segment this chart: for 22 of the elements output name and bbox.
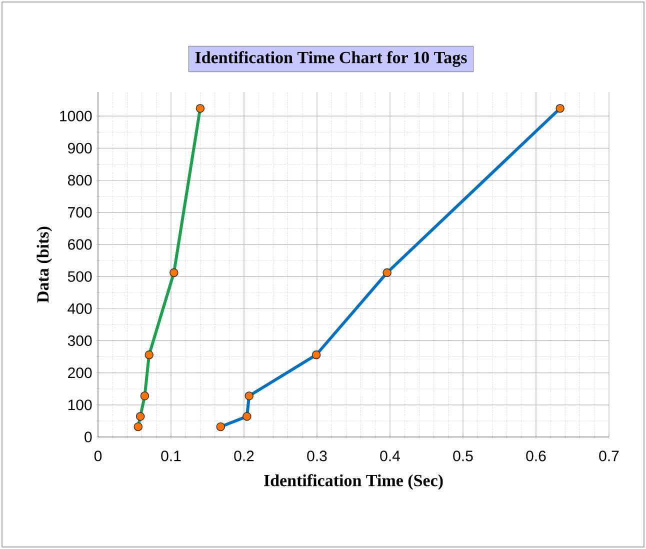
y-tick-label: 100 — [68, 400, 92, 410]
x-tick-label: 0.3 — [307, 450, 327, 462]
y-tick-label: 900 — [68, 142, 92, 154]
x-tick-label: 0.7 — [599, 450, 619, 462]
y-axis-title: Data (bits) — [36, 226, 52, 303]
x-tick-label: 0.4 — [380, 450, 400, 462]
x-tick-label: 0.2 — [234, 450, 254, 462]
y-tick-label: 300 — [68, 335, 92, 346]
x-tick-label: 0.6 — [526, 450, 546, 462]
chart-title: Identification Time Chart for 10 Tags — [195, 51, 467, 67]
y-tick-label: 0 — [84, 432, 92, 442]
y-tick-label: 400 — [68, 303, 92, 314]
y-tick-label: 700 — [68, 207, 92, 218]
x-tick-label: 0 — [94, 450, 102, 462]
y-tick-label: 600 — [68, 239, 92, 250]
x-tick-label: 0.1 — [161, 450, 181, 462]
y-tick-label: 800 — [68, 174, 92, 186]
y-tick-label: 500 — [68, 271, 92, 282]
x-axis-title: Identification Time (Sec) — [264, 474, 443, 490]
x-tick-label: 0.5 — [453, 450, 473, 462]
y-tick-label: 200 — [68, 367, 92, 378]
y-tick-label: 1000 — [60, 110, 92, 122]
